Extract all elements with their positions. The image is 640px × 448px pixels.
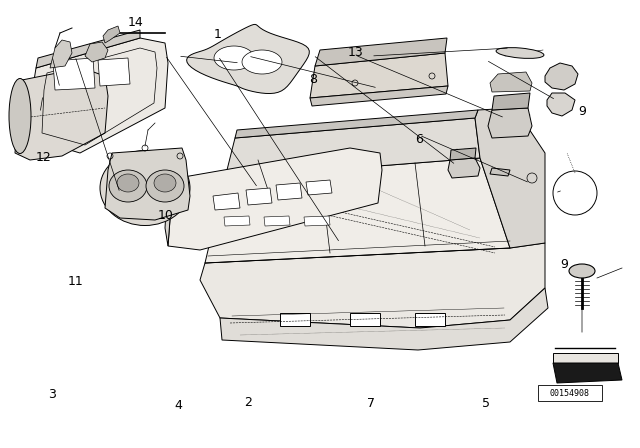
Polygon shape xyxy=(553,353,618,363)
Text: 1: 1 xyxy=(214,28,221,42)
Polygon shape xyxy=(36,30,140,68)
Polygon shape xyxy=(242,50,282,74)
Polygon shape xyxy=(30,38,168,153)
Text: 11: 11 xyxy=(68,275,83,288)
Polygon shape xyxy=(50,40,72,68)
Text: 14: 14 xyxy=(128,16,143,29)
Polygon shape xyxy=(15,68,108,160)
Polygon shape xyxy=(276,183,302,200)
Polygon shape xyxy=(315,38,447,66)
Polygon shape xyxy=(53,58,95,90)
Text: 8: 8 xyxy=(310,73,317,86)
Polygon shape xyxy=(105,148,190,220)
Polygon shape xyxy=(214,46,254,70)
Polygon shape xyxy=(490,168,510,176)
Text: 9: 9 xyxy=(561,258,568,271)
Polygon shape xyxy=(280,313,310,326)
Ellipse shape xyxy=(117,174,139,192)
Polygon shape xyxy=(264,216,290,226)
Polygon shape xyxy=(213,193,240,210)
Polygon shape xyxy=(246,188,272,205)
Text: 10: 10 xyxy=(157,208,173,222)
Polygon shape xyxy=(475,108,545,248)
Text: 5: 5 xyxy=(483,396,490,410)
Polygon shape xyxy=(488,108,532,138)
Polygon shape xyxy=(200,243,545,328)
Text: 3: 3 xyxy=(49,388,56,401)
Polygon shape xyxy=(492,93,530,110)
Polygon shape xyxy=(220,288,548,350)
Polygon shape xyxy=(450,148,476,160)
Polygon shape xyxy=(98,58,130,86)
Text: 7: 7 xyxy=(367,396,375,410)
Ellipse shape xyxy=(154,174,176,192)
Ellipse shape xyxy=(569,264,595,278)
Polygon shape xyxy=(310,53,448,98)
Polygon shape xyxy=(85,42,108,62)
Polygon shape xyxy=(350,313,380,326)
Text: 00154908: 00154908 xyxy=(550,388,590,397)
Polygon shape xyxy=(490,72,532,92)
Text: 12: 12 xyxy=(36,151,51,164)
Polygon shape xyxy=(415,313,445,326)
Ellipse shape xyxy=(496,47,544,58)
Polygon shape xyxy=(235,110,478,138)
Polygon shape xyxy=(187,24,309,94)
Text: 2: 2 xyxy=(244,396,252,409)
Text: 4: 4 xyxy=(174,399,182,413)
Ellipse shape xyxy=(100,151,190,225)
Polygon shape xyxy=(547,93,575,116)
Polygon shape xyxy=(310,86,448,106)
Polygon shape xyxy=(103,26,120,43)
Text: 6: 6 xyxy=(415,133,423,146)
Polygon shape xyxy=(205,158,510,263)
Ellipse shape xyxy=(109,170,147,202)
Polygon shape xyxy=(225,118,480,178)
Polygon shape xyxy=(545,63,578,90)
Polygon shape xyxy=(165,178,172,246)
Polygon shape xyxy=(553,363,622,383)
Text: 9: 9 xyxy=(579,104,586,118)
Ellipse shape xyxy=(9,78,31,154)
Polygon shape xyxy=(304,216,330,226)
Polygon shape xyxy=(168,148,382,250)
Ellipse shape xyxy=(146,170,184,202)
Polygon shape xyxy=(448,158,480,178)
Polygon shape xyxy=(306,180,332,195)
Text: 13: 13 xyxy=(348,46,363,60)
Polygon shape xyxy=(224,216,250,226)
